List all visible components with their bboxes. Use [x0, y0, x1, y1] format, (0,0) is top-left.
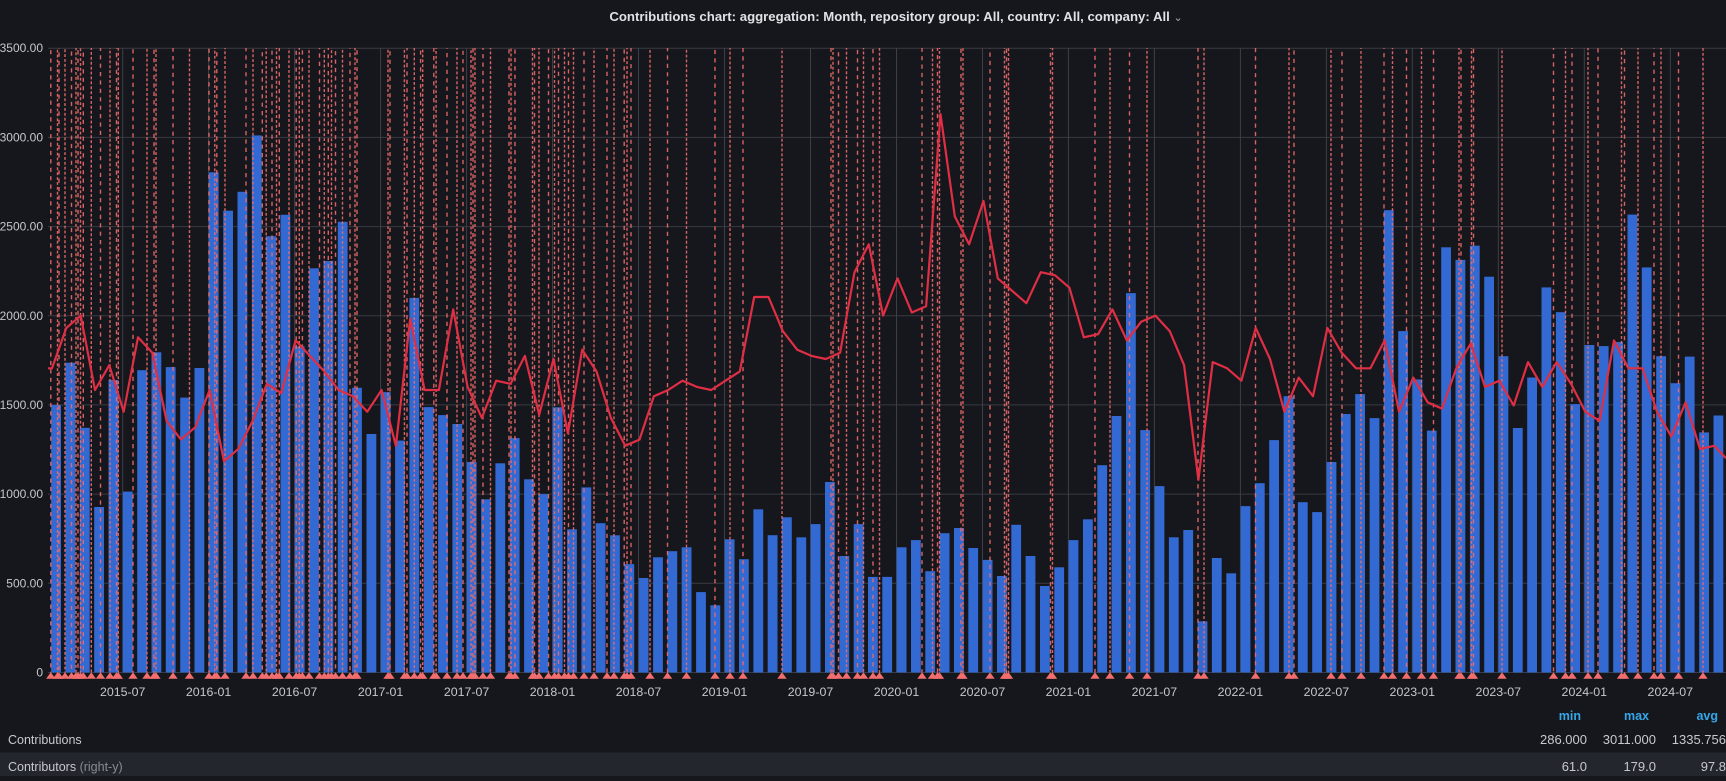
svg-text:2016-01: 2016-01 — [186, 685, 232, 699]
svg-text:500.00: 500.00 — [6, 576, 43, 590]
svg-text:2500.00: 2500.00 — [0, 220, 43, 234]
svg-text:2024-01: 2024-01 — [1562, 685, 1608, 699]
svg-text:2016-07: 2016-07 — [272, 685, 318, 699]
svg-text:1335.756: 1335.756 — [1672, 732, 1726, 747]
svg-text:2000.00: 2000.00 — [0, 309, 43, 323]
svg-text:179.0: 179.0 — [1623, 759, 1656, 774]
svg-text:2024-07: 2024-07 — [1648, 685, 1694, 699]
svg-text:Contributions chart: aggregati: Contributions chart: aggregation: Month,… — [609, 9, 1182, 24]
svg-text:2021-07: 2021-07 — [1132, 685, 1178, 699]
svg-text:Contributions: Contributions — [8, 733, 82, 747]
svg-text:1500.00: 1500.00 — [0, 398, 43, 412]
svg-text:97.8: 97.8 — [1701, 759, 1726, 774]
svg-text:2023-07: 2023-07 — [1476, 685, 1522, 699]
svg-text:0: 0 — [36, 666, 43, 680]
svg-text:2023-01: 2023-01 — [1390, 685, 1436, 699]
svg-text:2020-01: 2020-01 — [874, 685, 920, 699]
svg-text:2018-01: 2018-01 — [530, 685, 576, 699]
svg-text:1000.00: 1000.00 — [0, 487, 43, 501]
svg-text:2022-07: 2022-07 — [1304, 685, 1350, 699]
svg-text:2018-07: 2018-07 — [616, 685, 662, 699]
svg-text:3011.000: 3011.000 — [1603, 732, 1656, 747]
svg-text:2021-01: 2021-01 — [1046, 685, 1092, 699]
svg-text:2019-01: 2019-01 — [702, 685, 748, 699]
svg-text:2020-07: 2020-07 — [960, 685, 1006, 699]
svg-text:max: max — [1624, 709, 1649, 723]
svg-text:min: min — [1559, 709, 1581, 723]
svg-text:2019-07: 2019-07 — [788, 685, 834, 699]
svg-text:2017-01: 2017-01 — [358, 685, 404, 699]
svg-text:2015-07: 2015-07 — [100, 685, 146, 699]
svg-text:3500.00: 3500.00 — [0, 41, 43, 55]
svg-text:3000.00: 3000.00 — [0, 130, 43, 144]
svg-text:2017-07: 2017-07 — [444, 685, 490, 699]
svg-text:61.0: 61.0 — [1562, 759, 1587, 774]
svg-text:286.000: 286.000 — [1540, 732, 1587, 747]
svg-text:avg: avg — [1696, 709, 1718, 723]
svg-text:2022-01: 2022-01 — [1218, 685, 1264, 699]
svg-text:Contributors (right-y): Contributors (right-y) — [8, 760, 123, 774]
